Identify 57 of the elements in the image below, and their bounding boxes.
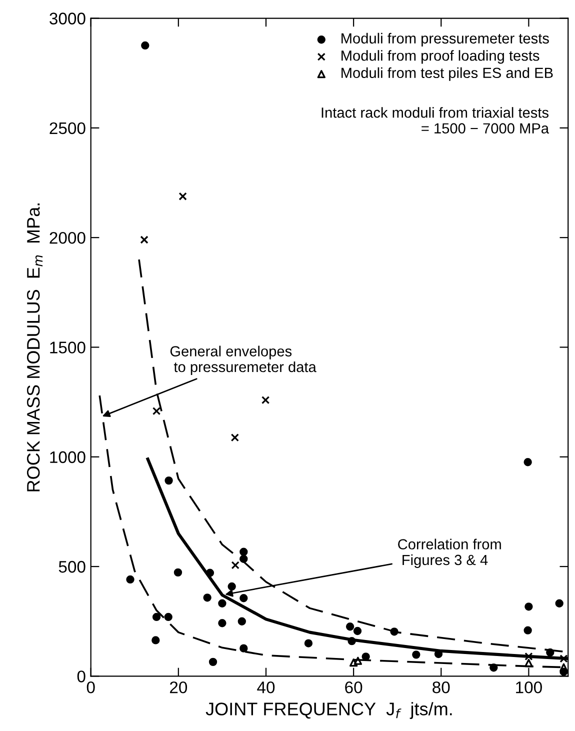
- annotation: General envelopes to pressuremeter data: [170, 346, 316, 376]
- point: [152, 636, 160, 644]
- y-tick-label: 2000: [50, 232, 86, 244]
- point: [524, 602, 533, 611]
- x-tick-label: 20: [170, 681, 188, 694]
- point: [240, 644, 248, 652]
- point: [152, 406, 161, 416]
- point: [152, 612, 161, 622]
- point: [218, 619, 226, 628]
- y-tick-label: 1000: [50, 451, 86, 464]
- legend-label: Moduli from pressuremeter tests: [342, 32, 549, 46]
- point: [304, 639, 313, 648]
- x-tick-label: 40: [257, 681, 275, 694]
- y-tick-label: 0: [77, 670, 86, 682]
- point: [261, 396, 270, 404]
- y-tick-label: 3000: [50, 12, 86, 24]
- point: [164, 612, 172, 622]
- point: [524, 652, 533, 661]
- point: [346, 622, 354, 631]
- point: [560, 663, 568, 672]
- point: [412, 650, 420, 659]
- point: [354, 656, 362, 665]
- point: [178, 192, 187, 200]
- point: [524, 458, 532, 466]
- point: [555, 599, 564, 608]
- annotation: Correlation from Figures 3 & 4: [398, 538, 501, 568]
- x-axis-title: JOINT FREQUENCY J$_{f}$ jts/m.: [206, 702, 452, 719]
- y-tick-label: 500: [58, 560, 86, 573]
- point: [208, 658, 218, 666]
- y-axis-title: ROCK MASS MODULUS E$_{m}$ MPa.: [26, 204, 43, 492]
- point: [240, 594, 248, 602]
- point: [524, 658, 533, 668]
- point: [560, 654, 568, 663]
- x-tick-label: 100: [516, 681, 542, 694]
- point: [349, 658, 358, 667]
- point: [141, 41, 150, 50]
- legend-label: Moduli from proof loading tests: [342, 50, 540, 64]
- annotation: Intact rack moduli from triaxial tests = 1500 − 7000 MPa: [322, 107, 550, 134]
- point: [238, 617, 246, 626]
- y-tick-label: 1500: [50, 342, 86, 354]
- point: [203, 594, 212, 602]
- y-tick-label: 2500: [50, 122, 86, 134]
- point: [174, 568, 182, 577]
- point: [164, 476, 173, 485]
- point: [240, 548, 248, 556]
- point: [524, 626, 532, 634]
- point: [140, 236, 148, 244]
- point: [126, 575, 134, 584]
- x-tick-label: 0: [86, 681, 95, 694]
- x-tick-label: 80: [432, 681, 450, 694]
- point: [228, 582, 236, 591]
- x-tick-label: 60: [345, 681, 362, 694]
- point: [230, 433, 239, 442]
- legend-label: Moduli from test piles ES and EB: [342, 67, 553, 81]
- point: [353, 626, 362, 636]
- point: [218, 599, 226, 608]
- point: [231, 561, 240, 570]
